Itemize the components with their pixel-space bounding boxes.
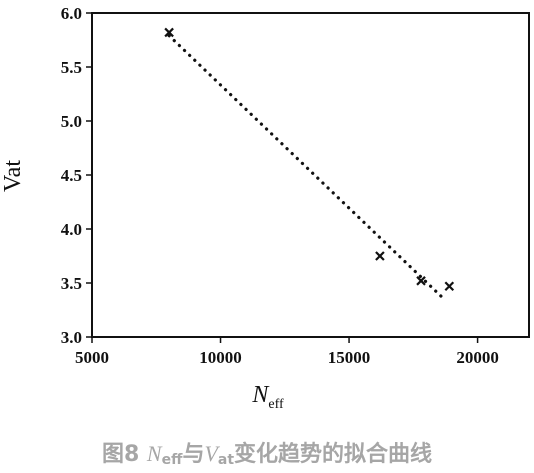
y-tick-label: 4.0 — [61, 220, 82, 239]
y-axis-title: Vat — [0, 160, 26, 192]
data-point — [375, 251, 385, 261]
y-tick-label: 5.5 — [61, 58, 82, 77]
x-tick-label: 10000 — [199, 348, 242, 367]
x-tick-label: 20000 — [456, 348, 499, 367]
plot-area — [91, 12, 530, 338]
y-tick-label: 6.0 — [61, 4, 82, 23]
x-tick-label: 15000 — [328, 348, 371, 367]
y-axis-ticks: 3.0 3.5 4.0 4.5 5.0 5.5 6.0 — [61, 4, 92, 347]
y-tick-label: 5.0 — [61, 112, 82, 131]
fit-line — [167, 34, 446, 301]
y-tick-label: 3.0 — [61, 328, 82, 347]
data-point — [164, 27, 174, 38]
y-tick-label: 3.5 — [61, 274, 82, 293]
y-tick-label: 4.5 — [61, 166, 82, 185]
data-point — [416, 276, 426, 286]
x-axis-title: Neff — [251, 382, 284, 412]
plot-frame — [91, 12, 530, 338]
figure-caption: 图8 Neff与Vat变化趋势的拟合曲线 — [101, 441, 433, 468]
data-points — [164, 27, 455, 292]
fit-line-path — [167, 34, 446, 301]
x-tick-label: 5000 — [75, 348, 109, 367]
x-axis-ticks: 5000 10000 15000 20000 — [75, 337, 499, 367]
data-point — [444, 281, 455, 292]
